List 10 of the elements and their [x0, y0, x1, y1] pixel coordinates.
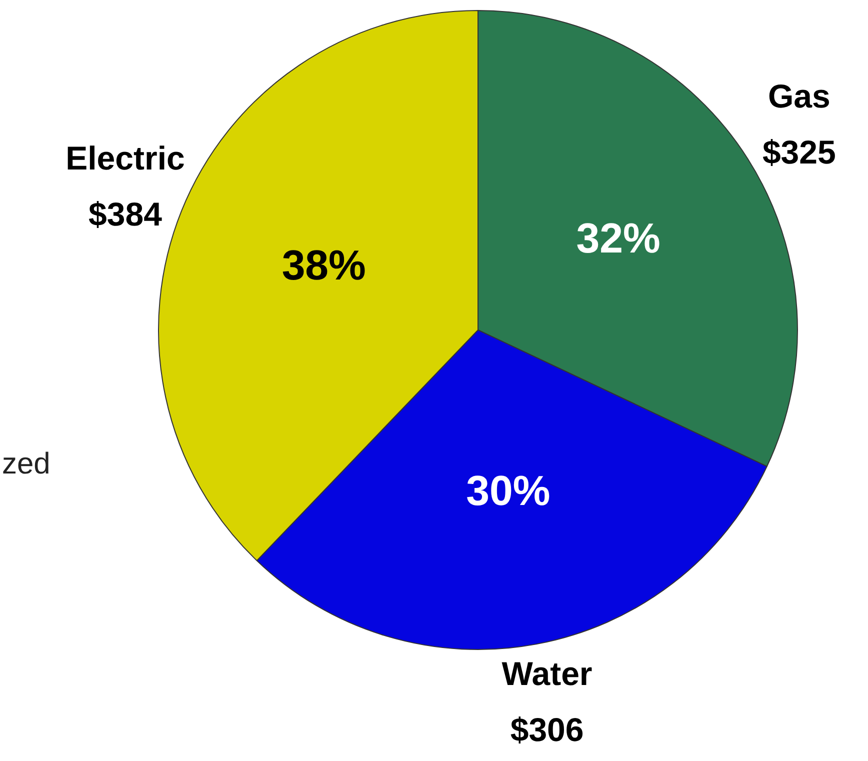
text: 38% [282, 242, 366, 289]
slice-label: Electric [66, 139, 185, 176]
text: zed [2, 447, 50, 480]
data-label: $306 [510, 710, 584, 748]
text: 30% [466, 466, 550, 514]
slice-label: Water [502, 654, 592, 692]
data-label: $384 [88, 195, 163, 232]
text: 32% [576, 214, 660, 262]
data-label: $325 [762, 134, 836, 171]
slice-label: Gas [768, 78, 830, 115]
